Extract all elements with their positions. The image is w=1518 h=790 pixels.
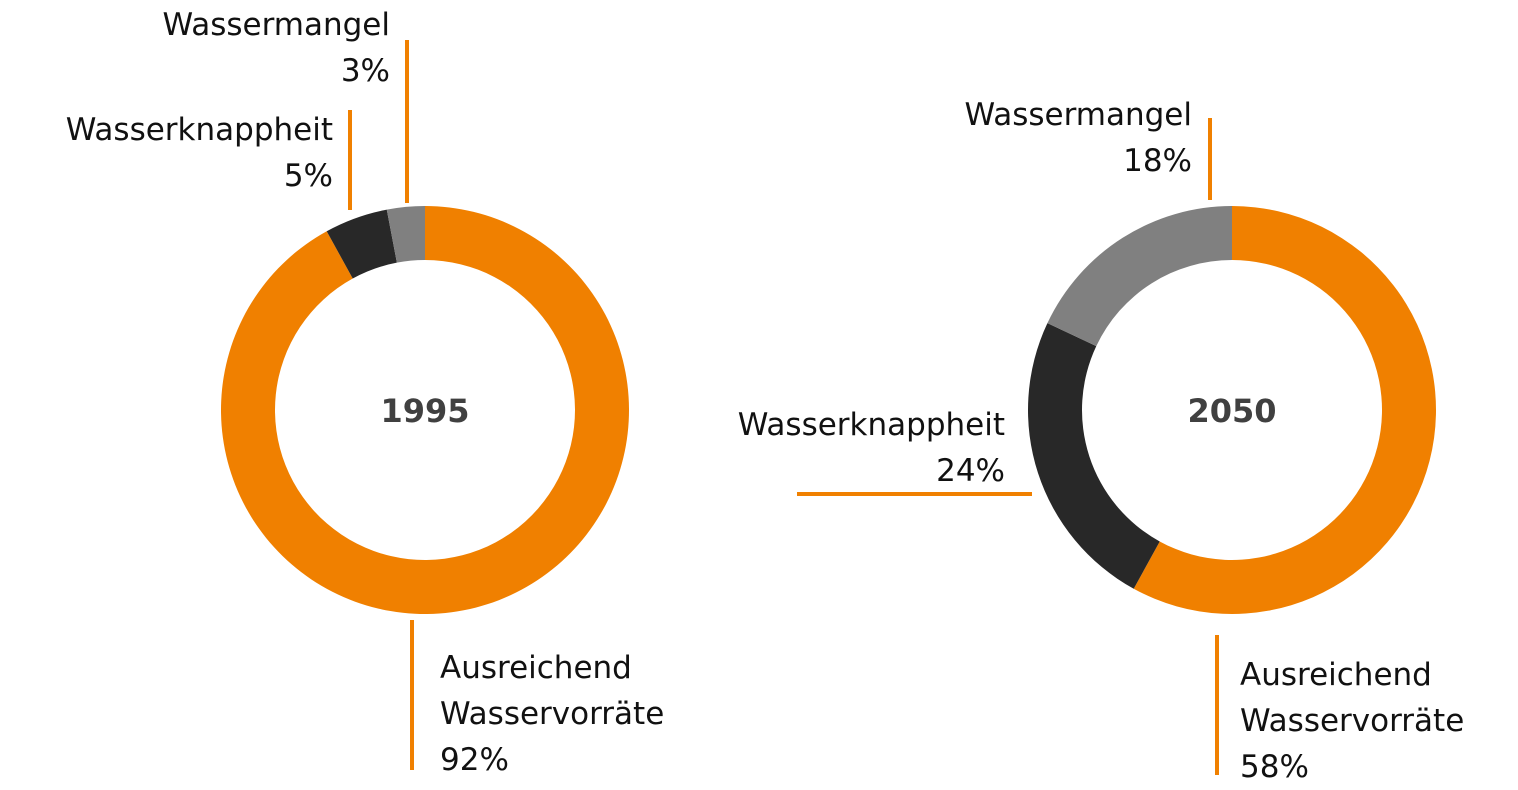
donut-segment <box>1133 206 1437 614</box>
category-label: Wasserknappheit <box>737 407 1005 443</box>
value-label: 58% <box>1240 749 1309 785</box>
value-label: 24% <box>936 453 1005 489</box>
value-label: 92% <box>440 742 509 778</box>
data-label: Ausreichend Wasservorräte 92% <box>440 645 730 783</box>
donut-segment <box>326 209 397 279</box>
value-label: 18% <box>1123 143 1192 179</box>
category-label: Ausreichend Wasservorräte <box>440 650 665 732</box>
data-label: Wasserknappheit 24% <box>0 402 1005 494</box>
value-label: 3% <box>340 53 390 89</box>
category-label: Wassermangel <box>964 97 1192 133</box>
category-label: Ausreichend Wasservorräte <box>1240 657 1465 739</box>
data-label: Wassermangel 18% <box>0 92 1192 184</box>
data-label: Wassermangel 3% <box>0 2 390 94</box>
chart-title: 2050 <box>1187 392 1276 430</box>
value-label: 5% <box>283 158 333 194</box>
donut-segment <box>1047 206 1232 347</box>
donut-segment <box>386 206 425 263</box>
category-label: Wasserknappheit <box>65 112 333 148</box>
category-label: Wassermangel <box>162 7 390 43</box>
data-label: Wasserknappheit 5% <box>0 107 333 199</box>
data-label: Ausreichend Wasservorräte 58% <box>1240 652 1518 790</box>
chart-title: 1995 <box>380 392 469 430</box>
donut-segment <box>1028 323 1160 589</box>
